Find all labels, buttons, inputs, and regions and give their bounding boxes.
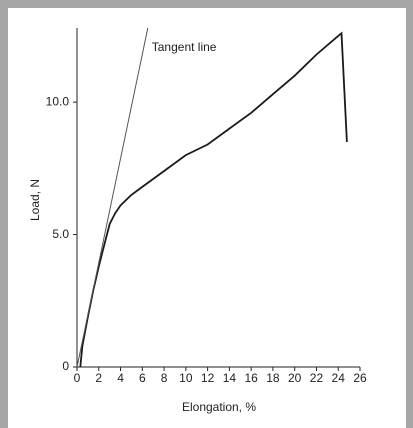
y-axis-label: Load, N: [28, 179, 42, 221]
x-tick-label: 10: [179, 371, 193, 385]
x-tick-label: 4: [117, 371, 124, 385]
x-tick-label: 6: [139, 371, 146, 385]
x-tick-label: 16: [244, 371, 258, 385]
x-tick-label: 20: [288, 371, 302, 385]
x-tick-label: 8: [161, 371, 168, 385]
frame-top: [0, 0, 413, 8]
y-tick-label: 0: [62, 359, 69, 373]
load-curve: [79, 31, 348, 368]
x-tick-label: 26: [353, 371, 367, 385]
x-tick-label: 24: [332, 371, 346, 385]
frame-right: [406, 0, 413, 428]
x-tick-label: 18: [266, 371, 280, 385]
y-tick-label: 10.0: [46, 94, 70, 108]
y-tick-label: 5.0: [52, 227, 69, 241]
x-tick-label: 2: [95, 371, 102, 385]
x-tick-label: 22: [310, 371, 324, 385]
x-tick-label: 12: [201, 371, 215, 385]
tangent-line: [76, 27, 149, 368]
x-tick-label: 0: [74, 371, 81, 385]
x-tick-label: 14: [223, 371, 237, 385]
frame-left: [0, 0, 8, 428]
x-axis-label: Elongation, %: [182, 400, 256, 414]
series-label: Tangent line: [152, 40, 217, 54]
